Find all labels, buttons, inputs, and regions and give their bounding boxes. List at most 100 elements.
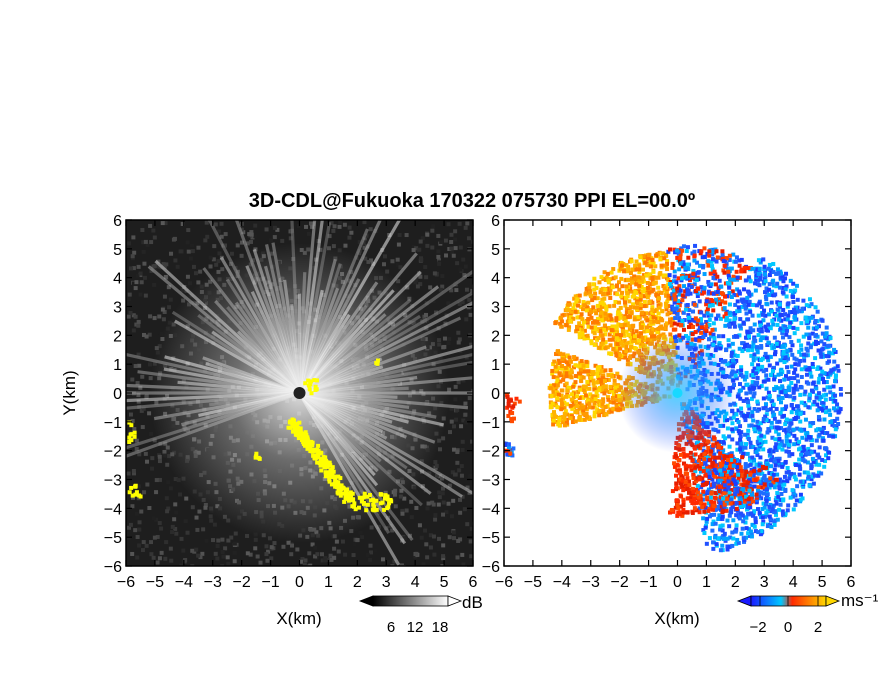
noise-pixel <box>455 460 460 465</box>
noise-pixel <box>338 537 343 542</box>
noise-pixel <box>223 546 228 551</box>
velocity-cell <box>828 390 833 395</box>
highlight-cell <box>312 378 317 383</box>
velocity-cell <box>749 532 754 537</box>
velocity-cell <box>816 391 821 396</box>
velocity-cell <box>813 342 818 347</box>
velocity-cell <box>667 282 672 287</box>
velocity-cell <box>659 263 664 268</box>
velocity-cell <box>592 400 597 405</box>
noise-pixel <box>392 559 397 564</box>
noise-pixel <box>368 258 373 263</box>
noise-pixel <box>428 545 433 550</box>
velocity-cell <box>698 319 703 324</box>
noise-pixel <box>466 236 471 241</box>
velocity-cell <box>658 257 663 262</box>
velocity-cell <box>555 378 560 383</box>
velocity-cell <box>582 417 587 422</box>
velocity-cell <box>751 473 756 478</box>
velocity-cell <box>721 434 726 439</box>
velocity-cell <box>692 253 697 258</box>
velocity-cell <box>592 387 597 392</box>
velocity-cell <box>752 424 757 429</box>
velocity-cell <box>588 392 593 397</box>
highlight-cell <box>387 501 392 506</box>
velocity-cell <box>762 276 767 281</box>
velocity-cell <box>742 297 747 302</box>
velocity-cell <box>770 476 775 481</box>
noise-pixel <box>336 549 341 554</box>
highlight-cell <box>314 387 319 392</box>
highlight-cell <box>316 443 321 448</box>
velocity-cell <box>750 347 755 352</box>
noise-pixel <box>451 530 456 535</box>
velocity-cell <box>560 313 565 318</box>
velocity-cell <box>669 284 674 289</box>
velocity-cell <box>783 488 788 493</box>
noise-pixel <box>272 225 277 230</box>
velocity-cell <box>670 261 675 266</box>
noise-pixel <box>187 281 192 286</box>
velocity-cell <box>665 312 670 317</box>
velocity-cell <box>777 478 782 483</box>
velocity-cell <box>762 308 767 313</box>
velocity-cell <box>658 270 663 275</box>
velocity-cell <box>789 381 794 386</box>
velocity-cell <box>691 309 696 314</box>
velocity-cell <box>786 449 791 454</box>
noise-pixel <box>449 514 454 519</box>
noise-pixel <box>131 235 136 240</box>
noise-pixel <box>253 234 258 239</box>
velocity-cell <box>687 319 692 324</box>
velocity-cell <box>749 534 754 539</box>
highlight-cell <box>291 429 296 434</box>
velocity-cell <box>626 315 631 320</box>
velocity-cell <box>728 361 733 366</box>
velocity-cell <box>588 309 593 314</box>
velocity-cell <box>803 403 808 408</box>
noise-pixel <box>411 248 416 253</box>
velocity-cell <box>556 422 561 427</box>
velocity-cell <box>637 283 642 288</box>
velocity-cell <box>601 291 606 296</box>
velocity-cell <box>619 323 624 328</box>
velocity-cell <box>812 449 817 454</box>
velocity-cell <box>775 461 780 466</box>
noise-pixel <box>325 557 330 562</box>
velocity-cell <box>647 272 652 277</box>
velocity-cell <box>710 252 715 257</box>
velocity-cell <box>686 315 691 320</box>
velocity-cell <box>583 334 588 339</box>
velocity-cell <box>653 275 658 280</box>
velocity-cell <box>559 388 564 393</box>
velocity-cell <box>817 406 822 411</box>
velocity-cell <box>642 287 647 292</box>
noise-pixel <box>400 511 405 516</box>
velocity-cell <box>696 270 701 275</box>
velocity-cell <box>740 298 745 303</box>
velocity-cell <box>654 292 659 297</box>
velocity-cell <box>768 407 773 412</box>
noise-pixel <box>440 564 445 566</box>
noise-pixel <box>144 543 149 548</box>
velocity-cell <box>683 289 688 294</box>
velocity-cell <box>775 322 780 327</box>
velocity-cell <box>637 270 642 275</box>
velocity-cell <box>763 514 768 519</box>
velocity-cell <box>740 526 745 531</box>
velocity-cell <box>591 394 596 399</box>
velocity-cell <box>758 421 763 426</box>
noise-pixel <box>436 233 441 238</box>
velocity-cell <box>619 276 624 281</box>
velocity-cell <box>568 403 573 408</box>
noise-pixel <box>459 424 464 429</box>
velocity-cell <box>759 325 764 330</box>
velocity-cell <box>633 277 638 282</box>
y-tick-label: 5 <box>113 242 122 259</box>
noise-pixel <box>195 527 200 532</box>
velocity-cell <box>780 330 785 335</box>
velocity-cell <box>565 388 570 393</box>
noise-pixel <box>127 292 132 297</box>
velocity-cell <box>675 255 680 260</box>
noise-pixel <box>449 406 454 411</box>
